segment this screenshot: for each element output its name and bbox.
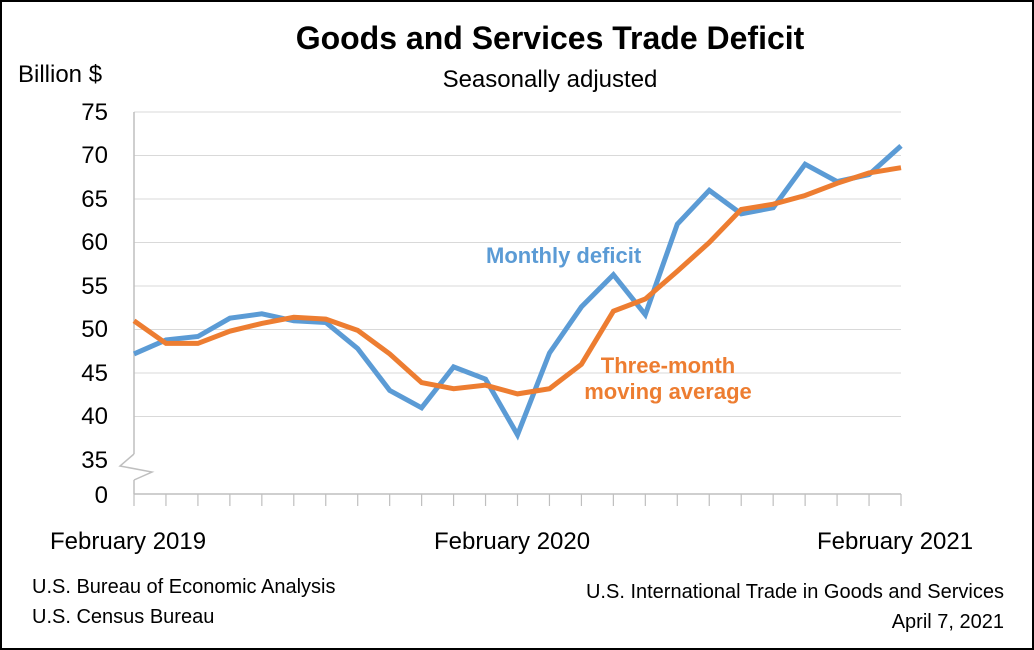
y-tick-label: 50 xyxy=(81,316,108,343)
moving-average-label-line1: Three-month xyxy=(600,353,736,378)
y-tick-label: 0 xyxy=(94,482,108,509)
moving-average-label: Three-month moving average xyxy=(578,353,758,405)
x-tick-label: February 2019 xyxy=(50,528,207,555)
y-axis-label: Billion $ xyxy=(18,61,103,88)
report-date: April 7, 2021 xyxy=(891,611,1004,633)
y-tick-label: 55 xyxy=(81,273,108,300)
y-tick-label: 60 xyxy=(81,229,108,256)
y-tick-label: 40 xyxy=(81,403,108,430)
y-tick-label: 35 xyxy=(81,447,108,474)
x-tick-label: February 2020 xyxy=(434,528,591,555)
source-line-2: U.S. Census Bureau xyxy=(32,606,215,628)
axis-break-mark xyxy=(118,453,155,481)
moving-average-label-line2: moving average xyxy=(584,379,752,404)
monthly-deficit-line xyxy=(132,144,903,441)
chart-title: Goods and Services Trade Deficit xyxy=(295,20,805,56)
y-tick-label: 65 xyxy=(81,186,108,213)
y-tick-label: 45 xyxy=(81,360,108,387)
monthly-deficit-label: Monthly deficit xyxy=(486,243,642,268)
x-tick-label: February 2021 xyxy=(817,528,974,555)
report-title: U.S. International Trade in Goods and Se… xyxy=(585,581,1004,603)
y-tick-label: 70 xyxy=(81,142,108,169)
y-tick-label: 75 xyxy=(81,99,108,126)
chart-subtitle: Seasonally adjusted xyxy=(442,66,658,93)
moving-average-line xyxy=(132,165,902,397)
source-line-1: U.S. Bureau of Economic Analysis xyxy=(32,576,336,598)
